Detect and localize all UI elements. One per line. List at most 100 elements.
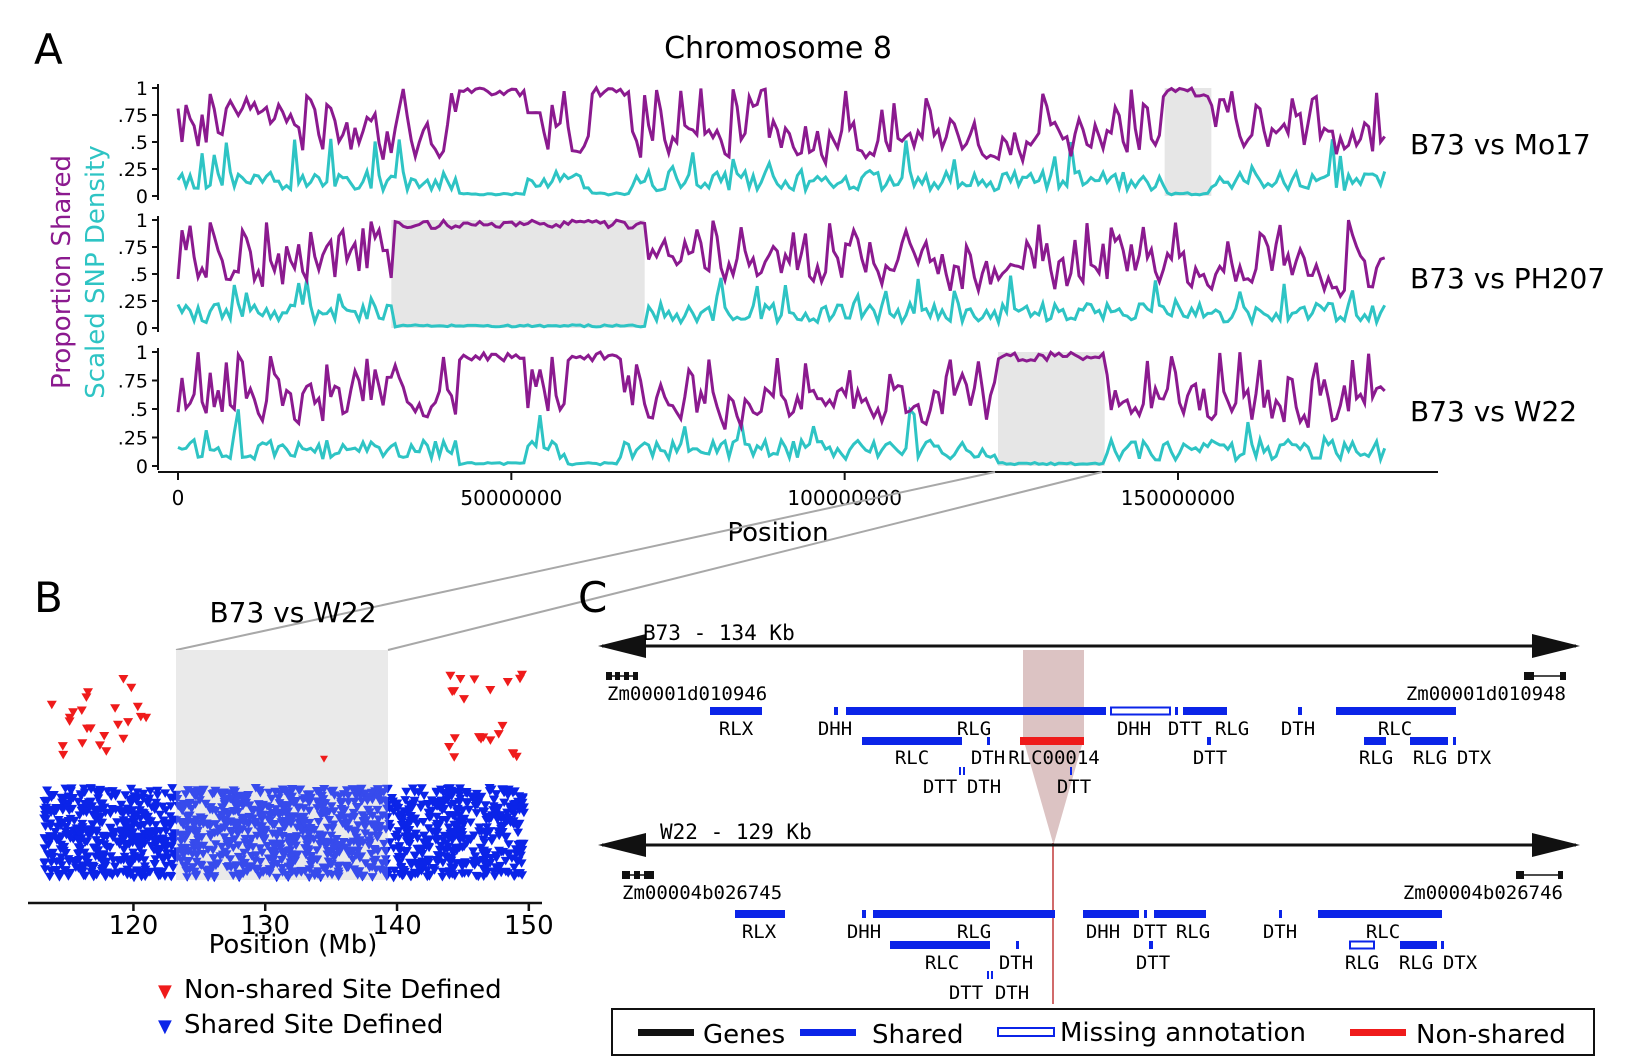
shared-site-point — [51, 836, 62, 845]
shared-site-point — [473, 799, 484, 808]
shared-site-point — [370, 855, 381, 865]
non-shared-site-point — [58, 750, 69, 760]
shared-site-point — [226, 829, 237, 838]
non-shared-site-point — [135, 712, 146, 722]
te-block-shared — [1083, 910, 1139, 918]
te-block-shared — [1070, 767, 1072, 775]
shared-site-point — [329, 791, 340, 800]
shared-site-point — [190, 800, 201, 809]
te-label: DTT — [1136, 952, 1170, 974]
shared-site-point — [208, 854, 219, 863]
track-w22: W22 - 129 Kb Zm00004b026745 Zm00004b0267… — [598, 820, 1580, 1004]
shared-site-point — [230, 787, 241, 797]
shared-site-point — [40, 822, 51, 831]
shared-site-point — [45, 866, 56, 875]
shared-site-point — [451, 859, 462, 868]
shared-site-point — [378, 788, 389, 797]
shared-site-point — [270, 787, 281, 797]
snp-density-line — [176, 138, 1387, 197]
shared-site-point — [398, 821, 408, 831]
shared-site-point — [182, 873, 193, 882]
shared-site-point — [497, 785, 508, 794]
shared-site-point — [209, 873, 220, 883]
shared-site-point — [443, 842, 454, 852]
te-label: DTX — [1457, 747, 1492, 769]
shared-site-point — [138, 809, 149, 818]
track-label: W22 - 129 Kb — [660, 820, 812, 844]
te-block-shared — [1183, 707, 1227, 715]
shared-site-point — [102, 832, 112, 842]
shared-site-point — [122, 870, 133, 880]
shared-site-point — [460, 858, 471, 867]
te-block-missing — [1110, 706, 1171, 716]
shared-site-point — [191, 830, 202, 840]
shared-site-point — [64, 806, 75, 816]
shared-site-point — [475, 843, 486, 853]
shared-site-point — [454, 787, 465, 797]
non-shared-site-point — [118, 675, 129, 684]
te-block-shared — [1298, 707, 1302, 715]
shared-site-point — [480, 867, 491, 877]
shared-site-point — [170, 852, 180, 861]
te-label: DTX — [1443, 952, 1478, 974]
shared-site-point — [39, 859, 50, 868]
shared-site-point — [304, 873, 315, 882]
shared-site-point — [449, 871, 460, 881]
shared-site-point — [47, 833, 58, 843]
shared-site-point — [304, 806, 315, 816]
non-shared-site-point — [64, 713, 75, 723]
shared-site-point — [115, 838, 125, 847]
y-axis-label-snp-density: Scaled SNP Density — [81, 145, 111, 398]
shared-site-point — [429, 866, 440, 875]
shared-site-point — [338, 838, 349, 847]
te-block-shared — [1441, 941, 1444, 949]
shared-site-point — [447, 811, 458, 820]
shared-site-point — [418, 838, 429, 847]
legend-label-missing: Missing annotation — [1060, 1018, 1306, 1048]
non-shared-site-point — [485, 686, 496, 695]
shared-site-point — [56, 832, 67, 841]
shared-site-point — [264, 816, 275, 826]
y-tick-label: .75 — [118, 237, 148, 259]
te-label: DTH — [999, 952, 1033, 974]
shared-site-point — [264, 788, 274, 798]
shared-site-point — [183, 801, 194, 810]
shared-site-point — [396, 862, 407, 872]
shared-site-point — [86, 797, 96, 807]
shared-site-point — [219, 823, 230, 832]
shared-site-point — [145, 787, 156, 796]
shared-site-point — [219, 833, 230, 842]
shared-site-point — [423, 856, 434, 865]
x-tick-label: 150000000 — [1121, 486, 1236, 510]
shared-site-point — [408, 814, 419, 824]
shared-site-point — [250, 784, 261, 793]
shared-site-point — [167, 784, 178, 793]
shared-site-point — [106, 792, 117, 801]
panel-letter-b: B — [34, 573, 63, 622]
panel-letter-c: C — [578, 573, 607, 622]
non-shared-site-point — [81, 693, 92, 702]
shared-site-point — [509, 805, 520, 814]
shared-site-point — [150, 821, 161, 830]
facet-label: B73 vs PH207 — [1410, 262, 1605, 295]
te-label: DHH — [818, 718, 852, 740]
shared-site-point — [404, 832, 415, 841]
shared-site-point — [326, 802, 337, 811]
shared-site-point — [305, 824, 316, 833]
shared-site-point — [409, 788, 420, 797]
shared-site-point — [341, 786, 352, 795]
shared-site-point — [491, 790, 502, 799]
gene-right — [1516, 871, 1563, 879]
y-tick-label: 1 — [136, 342, 148, 364]
shared-site-point — [42, 786, 53, 795]
legend-marker-non-shared: ▼ — [158, 981, 172, 1002]
shared-site-point — [499, 798, 510, 808]
shared-site-point — [126, 784, 137, 794]
shared-site-points — [39, 784, 529, 883]
shared-site-point — [455, 794, 466, 804]
shared-site-point — [253, 807, 264, 816]
non-shared-site-point — [447, 687, 458, 697]
shared-site-point — [437, 873, 448, 882]
te-label: RLG — [1176, 921, 1210, 943]
shared-site-point — [484, 784, 495, 793]
